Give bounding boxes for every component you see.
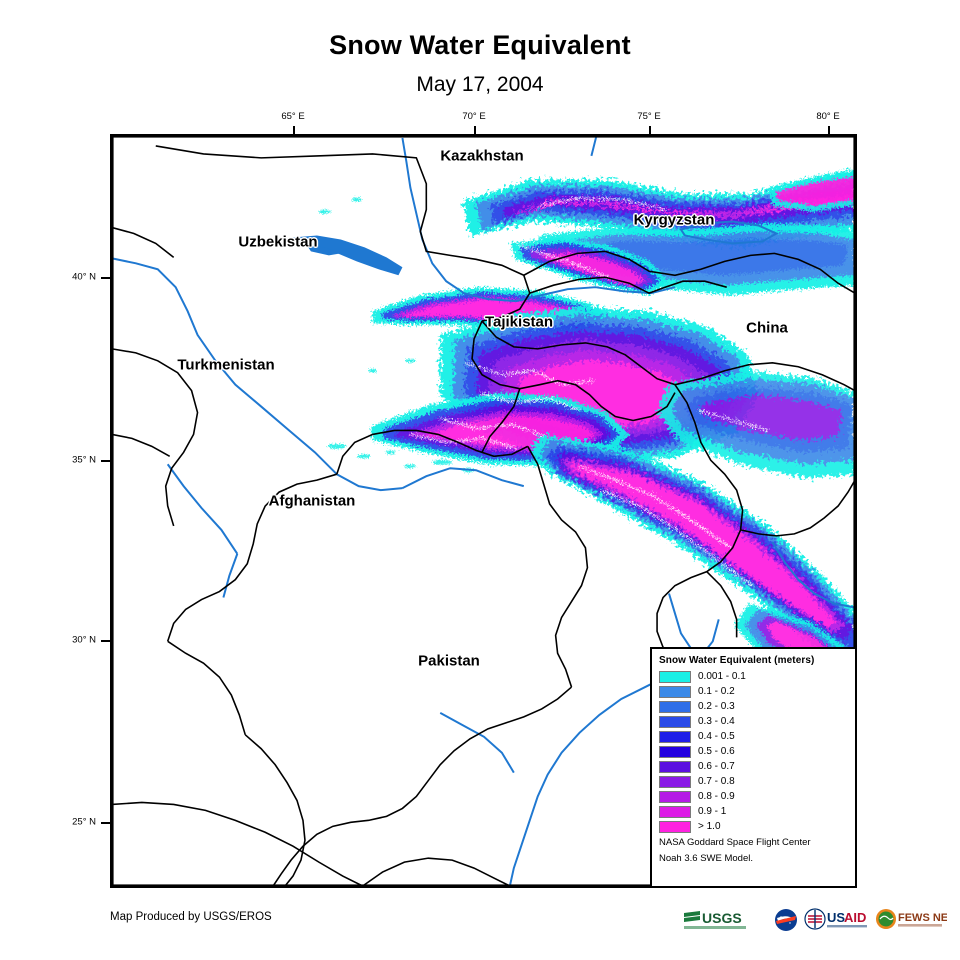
- lon-label-65: 65° E: [281, 111, 305, 122]
- legend-item: 0.2 - 0.3: [659, 699, 849, 714]
- usaid-logo: US AID: [804, 907, 870, 933]
- map-graphics: [112, 136, 855, 886]
- legend-label: 0.8 - 0.9: [698, 791, 735, 802]
- map-credit: Map Produced by USGS/EROS: [110, 911, 272, 923]
- lat-tick-40: [101, 277, 110, 279]
- fewsnet-logo: FEWS NET: [875, 907, 947, 933]
- lat-tick-35: [101, 460, 110, 462]
- lat-label-25: 25° N: [72, 816, 96, 828]
- aral-sea: [291, 235, 403, 276]
- page-title: Snow Water Equivalent: [329, 30, 631, 60]
- legend-swatch: [659, 760, 691, 773]
- legend-swatch: [659, 745, 691, 758]
- legend-swatch: [659, 820, 691, 833]
- legend-label: 0.4 - 0.5: [698, 731, 735, 742]
- agency-logo-row: USGS US AID FEWS NET: [682, 906, 947, 934]
- lon-tick-80: [828, 126, 830, 135]
- page-subtitle: May 17, 2004: [416, 73, 544, 96]
- lon-label-75: 75° E: [637, 111, 661, 122]
- usgs-logo: USGS: [682, 907, 768, 933]
- legend-label: 0.001 - 0.1: [698, 671, 746, 682]
- legend-label: 0.6 - 0.7: [698, 761, 735, 772]
- lat-label-30: 30° N: [72, 634, 96, 646]
- lat-tick-30: [101, 640, 110, 642]
- legend-title: Snow Water Equivalent (meters): [659, 655, 815, 666]
- lon-label-80: 80° E: [816, 111, 840, 122]
- legend-label: 0.7 - 0.8: [698, 776, 735, 787]
- legend-item: 0.7 - 0.8: [659, 774, 849, 789]
- legend-label: > 1.0: [698, 821, 721, 832]
- legend-swatch: [659, 685, 691, 698]
- map-legend: Snow Water Equivalent (meters) 0.001 - 0…: [650, 647, 857, 888]
- legend-label: 0.2 - 0.3: [698, 701, 735, 712]
- svg-text:AID: AID: [844, 910, 866, 925]
- legend-footnote-line2: Noah 3.6 SWE Model.: [659, 852, 753, 864]
- legend-footnote-line1: NASA Goddard Space Flight Center: [659, 837, 811, 848]
- legend-label: 0.9 - 1: [698, 806, 727, 817]
- legend-item: 0.4 - 0.5: [659, 729, 849, 744]
- nasa-logo: [775, 909, 797, 931]
- legend-label: 0.5 - 0.6: [698, 746, 735, 757]
- legend-swatch: [659, 775, 691, 788]
- legend-label: 0.1 - 0.2: [698, 686, 735, 697]
- legend-swatch: [659, 700, 691, 713]
- legend-item: 0.001 - 0.1: [659, 669, 849, 684]
- legend-swatch: [659, 715, 691, 728]
- legend-item: 0.9 - 1: [659, 804, 849, 819]
- lat-label-35: 35° N: [72, 454, 96, 466]
- legend-swatch: [659, 730, 691, 743]
- lon-label-70: 70° E: [462, 111, 486, 122]
- legend-label: 0.3 - 0.4: [698, 716, 735, 727]
- svg-text:USGS: USGS: [702, 910, 742, 926]
- legend-item: > 1.0: [659, 819, 849, 834]
- legend-swatch: [659, 805, 691, 818]
- lon-tick-70: [474, 126, 476, 135]
- lon-tick-65: [293, 126, 295, 135]
- swe-raster-layer: [318, 169, 855, 713]
- legend-item: 0.1 - 0.2: [659, 684, 849, 699]
- legend-item: 0.5 - 0.6: [659, 744, 849, 759]
- svg-text:FEWS NET: FEWS NET: [898, 912, 947, 924]
- lon-tick-75: [649, 126, 651, 135]
- legend-item: 0.6 - 0.7: [659, 759, 849, 774]
- svg-text:US: US: [827, 910, 845, 925]
- lat-tick-25: [101, 822, 110, 824]
- legend-item: 0.3 - 0.4: [659, 714, 849, 729]
- legend-swatch: [659, 670, 691, 683]
- legend-item: 0.8 - 0.9: [659, 789, 849, 804]
- lat-label-40: 40° N: [72, 271, 96, 283]
- legend-swatch: [659, 790, 691, 803]
